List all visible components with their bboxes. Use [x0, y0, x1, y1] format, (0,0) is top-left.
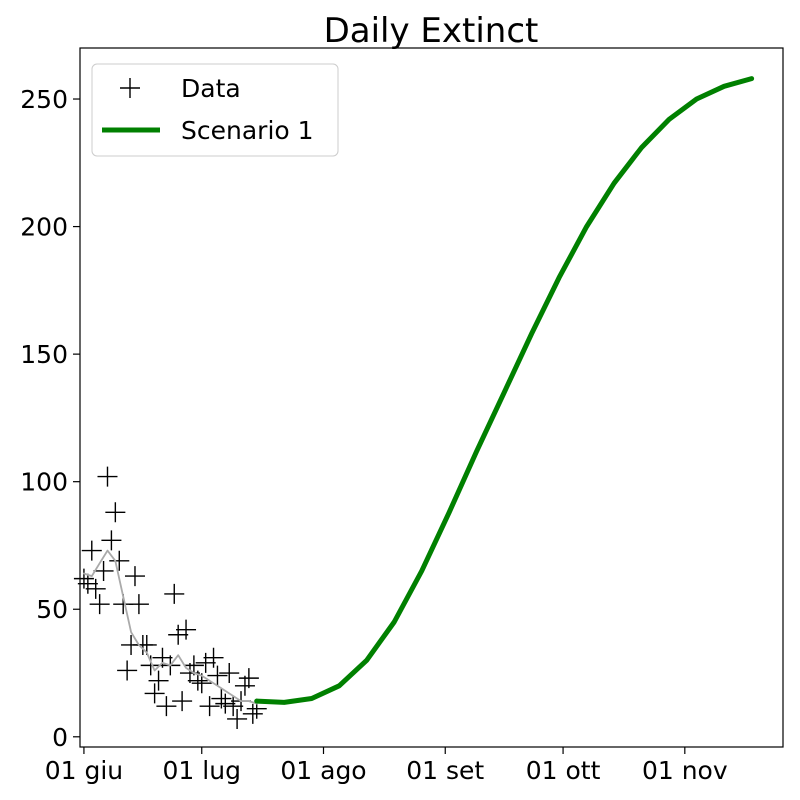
data-point — [124, 566, 145, 587]
data-point — [152, 647, 173, 668]
legend: Data Scenario 1 — [91, 63, 339, 157]
plot-area — [73, 76, 755, 729]
data-point — [73, 568, 94, 589]
y-tick-label: 250 — [20, 85, 68, 114]
data-point — [117, 660, 138, 681]
y-tick-label: 0 — [52, 723, 68, 752]
scenario-1-line — [254, 76, 755, 705]
data-point — [109, 550, 130, 571]
y-axis: 0 50 100 150 200 250 — [20, 85, 80, 752]
legend-data-marker — [120, 78, 140, 98]
data-point — [93, 560, 114, 581]
data-point — [128, 594, 149, 615]
data-point — [164, 583, 185, 604]
data-point — [105, 502, 126, 523]
x-tick-label: 01 ago — [280, 756, 366, 785]
data-point — [219, 663, 240, 684]
data-point — [238, 668, 259, 689]
plot-frame — [79, 47, 784, 748]
data-points — [73, 466, 267, 729]
data-point — [81, 540, 102, 561]
legend-label: Data — [181, 74, 241, 103]
y-tick-label: 50 — [36, 595, 68, 624]
data-point — [207, 665, 228, 686]
x-tick-label: 01 ott — [526, 756, 601, 785]
data-point — [148, 670, 169, 691]
data-point — [85, 578, 106, 599]
data-point — [199, 696, 220, 717]
data-point — [168, 624, 189, 645]
data-smoothed-line — [83, 549, 258, 705]
x-axis: 01 giu 01 lug 01 ago 01 set 01 ott 01 nov — [45, 747, 728, 785]
y-tick-label: 100 — [20, 468, 68, 497]
data-point — [227, 708, 248, 729]
data-point — [140, 655, 161, 676]
y-tick-label: 200 — [20, 213, 68, 242]
data-point — [156, 696, 177, 717]
data-point — [215, 693, 236, 714]
data-point — [203, 647, 224, 668]
data-point — [223, 696, 244, 717]
data-point — [97, 466, 118, 487]
data-point — [195, 652, 216, 673]
chart-title: Daily Extinct — [324, 11, 539, 51]
legend-label: Scenario 1 — [181, 116, 314, 145]
legend-box — [91, 63, 339, 157]
data-point — [144, 683, 165, 704]
data-point — [89, 594, 110, 615]
data-point — [172, 691, 193, 712]
data-point — [77, 573, 98, 594]
y-tick-label: 150 — [20, 340, 68, 369]
data-point — [211, 688, 232, 709]
data-point — [234, 675, 255, 696]
x-tick-label: 01 set — [406, 756, 484, 785]
data-point — [176, 619, 197, 640]
x-tick-label: 01 nov — [642, 756, 728, 785]
data-point — [101, 530, 122, 551]
data-point — [242, 703, 263, 724]
x-tick-label: 01 giu — [45, 756, 123, 785]
x-tick-label: 01 lug — [163, 756, 241, 785]
